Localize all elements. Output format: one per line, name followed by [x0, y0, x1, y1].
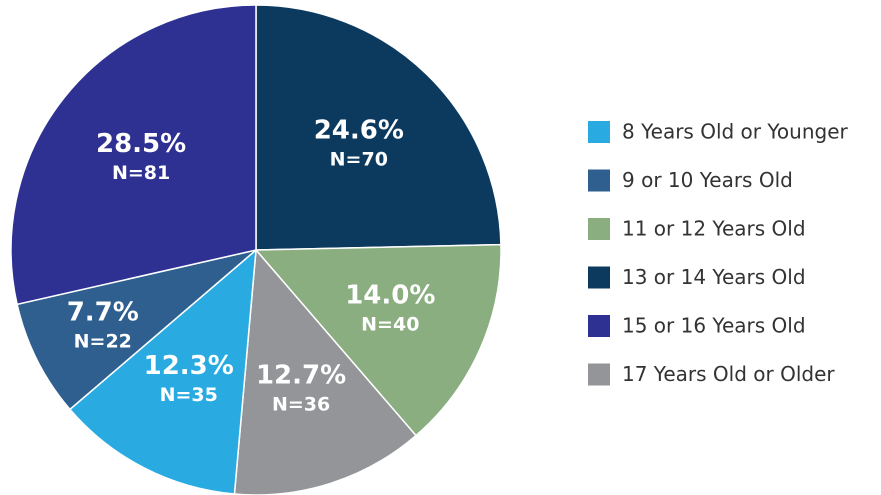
legend-label: 15 or 16 Years Old	[622, 314, 806, 338]
slice-count: N=40	[361, 313, 419, 335]
legend-swatch	[588, 315, 610, 337]
pie-slice	[10, 4, 257, 306]
slice-percent: 14.0%	[345, 280, 435, 310]
slice-percent: 7.7%	[67, 298, 139, 328]
legend-label: 11 or 12 Years Old	[622, 217, 806, 241]
pie-slice	[16, 249, 257, 411]
legend-label: 17 Years Old or Older	[622, 362, 835, 386]
legend-swatch	[588, 169, 610, 192]
legend-swatch	[588, 121, 610, 143]
slice-count: N=22	[74, 331, 132, 353]
legend-label: 9 or 10 Years Old	[622, 168, 793, 192]
legend-label: 13 or 14 Years Old	[622, 265, 806, 289]
slice-percent: 28.5%	[96, 129, 186, 159]
slice-count: N=70	[330, 148, 388, 170]
slice-count: N=35	[160, 384, 218, 406]
legend-label: 8 Years Old or Younger	[622, 120, 849, 144]
slice-percent: 24.6%	[314, 115, 404, 145]
pie-slice	[68, 248, 257, 495]
legend-swatch	[588, 266, 610, 289]
slice-percent: 12.3%	[144, 351, 234, 381]
legend-swatch	[588, 218, 610, 240]
pie-slice	[254, 243, 502, 437]
legend-swatch	[588, 363, 610, 386]
slice-percent: 12.7%	[256, 360, 346, 390]
slice-count: N=81	[112, 162, 170, 184]
slice-count: N=36	[272, 393, 330, 415]
pie-slice	[255, 4, 502, 251]
